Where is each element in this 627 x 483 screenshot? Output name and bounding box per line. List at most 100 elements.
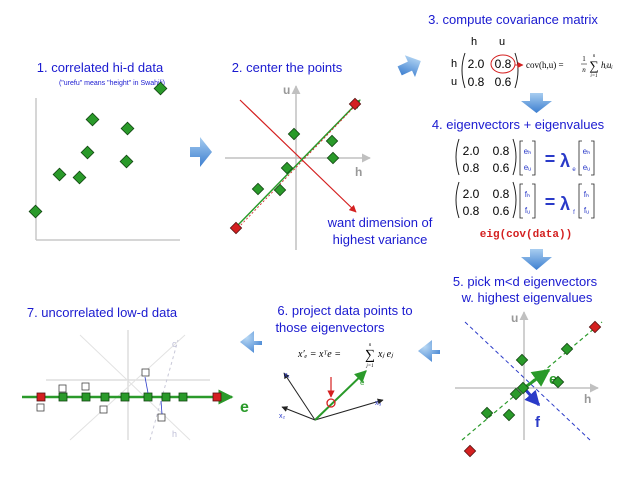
- data-point: [80, 145, 95, 160]
- panel-7-faded-line: [79, 334, 191, 441]
- matrix-cell: 0.8: [468, 75, 485, 89]
- panel-5-points: [480, 342, 574, 422]
- data-point: [72, 170, 87, 185]
- vector-entry: fₕ: [525, 190, 530, 199]
- panel-4-eigen: 4. eigenvectors + eigenvalues 2.0 0.8 0.…: [432, 117, 605, 241]
- projection-line: [160, 400, 163, 415]
- matrix-bracket-left: [455, 138, 460, 176]
- flow-arrow-5-6: [418, 340, 440, 362]
- data-point: [273, 183, 287, 197]
- eigenvector-e-arrow: [523, 368, 551, 390]
- panel-7-faded-label: h: [172, 429, 177, 439]
- data-point: [551, 375, 565, 389]
- basis-label-x2: x₂: [279, 413, 286, 420]
- flow-arrow-3-4: [521, 93, 552, 113]
- lambda-subscript: e: [572, 167, 576, 173]
- lambda-symbol: λ: [560, 194, 570, 214]
- basis-label-x3: x₃: [375, 400, 382, 407]
- basis-label-x1: x₁: [284, 372, 291, 379]
- panel-5-label-e: e: [549, 371, 557, 388]
- original-point: [99, 405, 108, 414]
- vector-bracket: [519, 183, 523, 219]
- panel-7-low-d-data: 7. uncorrelated low-d data c h e: [22, 305, 249, 441]
- panel-5-pick-eigenvectors: 5. pick m<d eigenvectors w. highest eige…: [453, 274, 603, 458]
- original-point: [36, 403, 45, 412]
- panel-5-blue-dashed: [464, 321, 591, 441]
- panel-3-title: 3. compute covariance matrix: [428, 12, 598, 27]
- vector-bracket: [519, 140, 523, 176]
- panel-6-projection: 6. project data points to those eigenvec…: [275, 303, 413, 421]
- basis-vector-x1: [283, 372, 316, 421]
- panel-2-label-h: h: [355, 165, 362, 179]
- lambda-symbol: λ: [560, 151, 570, 171]
- data-point: [143, 392, 153, 402]
- highlight-circle: [490, 54, 516, 74]
- vector-entry: eₕ: [583, 147, 591, 156]
- original-point: [141, 368, 150, 377]
- flow-arrow-6-7: [240, 331, 262, 353]
- panel-3-row-u: u: [451, 76, 457, 88]
- data-point: [287, 127, 301, 141]
- vector-bracket: [578, 140, 582, 176]
- panel-7-faded-line: [69, 334, 186, 441]
- data-point: [515, 353, 529, 367]
- proj-sum-body: xⱼ eⱼ: [377, 349, 394, 360]
- eigenvector-f-arrow: [522, 387, 541, 407]
- outlier-point: [212, 392, 222, 402]
- panel-1-note: ("urefu" means "height" in Swahili): [59, 80, 165, 87]
- flow-arrow-4-5: [521, 249, 552, 270]
- matrix-cell: 2.0: [463, 144, 480, 158]
- panel-2-red-direction: [239, 99, 357, 213]
- projection-line: [144, 376, 149, 394]
- vector-bracket: [532, 183, 536, 219]
- cov-sum-bottom: i=1: [590, 74, 597, 79]
- data-point: [280, 161, 294, 175]
- data-point: [81, 392, 91, 402]
- panel-2-label-u: u: [283, 83, 290, 97]
- cov-sum-top: n: [593, 54, 596, 59]
- panel-7-title: 7. uncorrelated low-d data: [27, 305, 178, 320]
- vector-entry: fₕ: [584, 190, 589, 199]
- data-point: [251, 182, 265, 196]
- data-point: [120, 392, 130, 402]
- data-point: [516, 381, 530, 395]
- matrix-cell: 0.8: [493, 187, 510, 201]
- panel-7-label-e: e: [240, 399, 249, 416]
- proj-sum-bottom: j=1: [365, 364, 373, 369]
- data-point: [509, 387, 523, 401]
- data-point: [560, 342, 574, 356]
- matrix-bracket-right: [514, 52, 519, 89]
- vector-bracket: [591, 140, 595, 176]
- panel-1-points: [28, 81, 168, 219]
- panel-3-col-h: h: [471, 36, 477, 48]
- matrix-cell: 0.8: [493, 144, 510, 158]
- matrix-bracket-left: [461, 52, 466, 89]
- cov-frac-num: 1: [582, 55, 586, 63]
- matrix-cell: 0.8: [463, 204, 480, 218]
- vector-entry: eᵤ: [583, 163, 591, 172]
- data-point: [58, 392, 68, 402]
- basis-vector-x2: [281, 406, 316, 421]
- data-point: [326, 151, 340, 165]
- data-point: [100, 392, 110, 402]
- outlier-point: [36, 392, 46, 402]
- projection-vector-e: [314, 370, 367, 421]
- vector-entry: eᵤ: [524, 163, 532, 172]
- matrix-bracket-right: [512, 138, 517, 176]
- data-point: [502, 408, 516, 422]
- data-point: [325, 134, 339, 148]
- data-point: [480, 406, 494, 420]
- panel-2-title: 2. center the points: [232, 60, 343, 75]
- outlier-point: [229, 221, 243, 235]
- data-point: [85, 112, 100, 127]
- panel-2-annotation-1: want dimension of: [327, 215, 433, 230]
- cov-formula: cov(h,u) =: [526, 60, 564, 70]
- proj-sum-sign: ∑: [365, 348, 375, 363]
- original-point: [58, 384, 67, 393]
- panel-3-covariance: 3. compute covariance matrix h u h u 2.0…: [428, 12, 613, 89]
- panel-2-points: [251, 127, 340, 197]
- panel-3-col-u: u: [499, 36, 505, 48]
- outlier-point: [463, 444, 477, 458]
- vector-bracket: [591, 183, 595, 219]
